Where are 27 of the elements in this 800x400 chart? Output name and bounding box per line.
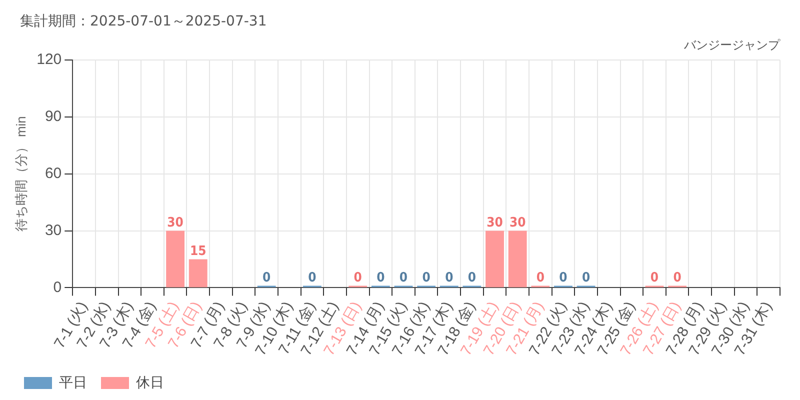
data-label: 0 xyxy=(468,270,476,286)
data-label: 0 xyxy=(376,270,385,286)
data-label: 0 xyxy=(262,270,271,286)
data-label: 0 xyxy=(559,270,568,286)
data-label: 0 xyxy=(399,270,408,286)
y-tick-label: 120 xyxy=(36,51,62,68)
data-label: 0 xyxy=(650,270,659,286)
data-label: 15 xyxy=(190,244,206,260)
chart-title: 集計期間：2025-07-01～2025-07-31 xyxy=(20,14,267,30)
data-label: 0 xyxy=(445,270,454,286)
data-label: 0 xyxy=(422,270,430,286)
data-label: 0 xyxy=(673,270,682,286)
legend-label: 休日 xyxy=(136,374,164,390)
data-label: 0 xyxy=(582,270,590,286)
data-label: 0 xyxy=(354,270,362,286)
data-label: 0 xyxy=(308,270,316,286)
data-label: 30 xyxy=(486,216,503,231)
y-tick-label: 0 xyxy=(53,278,62,296)
y-tick-label: 30 xyxy=(44,222,62,239)
legend-label: 平日 xyxy=(59,374,87,390)
y-tick-label: 60 xyxy=(44,165,62,182)
data-label: 30 xyxy=(167,216,184,231)
data-label: 0 xyxy=(536,270,544,286)
chart-subtitle: バンジージャンプ xyxy=(683,38,781,52)
y-tick-label: 90 xyxy=(44,108,62,126)
data-label: 30 xyxy=(509,216,526,231)
y-axis-title: 待ち時間（分） min xyxy=(13,116,28,232)
